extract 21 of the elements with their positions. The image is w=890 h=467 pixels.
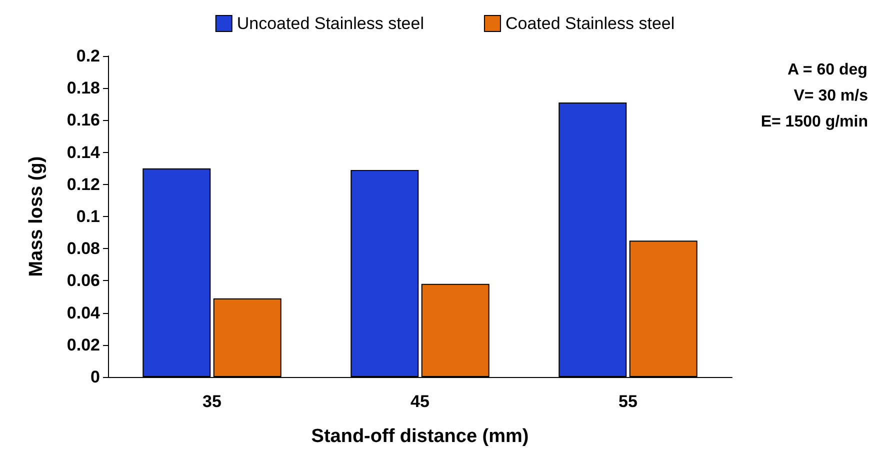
x-axis-title: Stand-off distance (mm) <box>311 426 529 447</box>
legend-label: Coated Stainless steel <box>505 14 675 33</box>
y-tick-label: 0 <box>90 368 100 386</box>
y-tick-label: 0.1 <box>76 207 100 226</box>
x-tick-label: 35 <box>202 392 222 411</box>
y-tick-label: 0.08 <box>66 239 100 258</box>
y-tick-label: 0.16 <box>66 110 100 130</box>
text: A = 60 deg <box>788 62 868 78</box>
text: V= 30 m/s <box>794 88 868 104</box>
y-tick-label: 0.04 <box>66 303 101 322</box>
y-tick-label: 0.18 <box>66 78 100 98</box>
legend-label: Uncoated Stainless steel <box>236 14 424 33</box>
x-tick-label: 55 <box>618 392 638 411</box>
y-tick-label: 0.12 <box>66 174 100 194</box>
y-tick-label: 0.14 <box>66 142 101 162</box>
y-tick-label: 0.06 <box>66 271 100 290</box>
y-tick-label: 0.2 <box>76 46 100 66</box>
x-tick-label: 45 <box>410 392 430 411</box>
y-axis-title: Mass loss (g) <box>26 156 47 277</box>
text: E= 1500 g/min <box>760 114 868 130</box>
y-tick-label: 0.02 <box>66 335 100 354</box>
